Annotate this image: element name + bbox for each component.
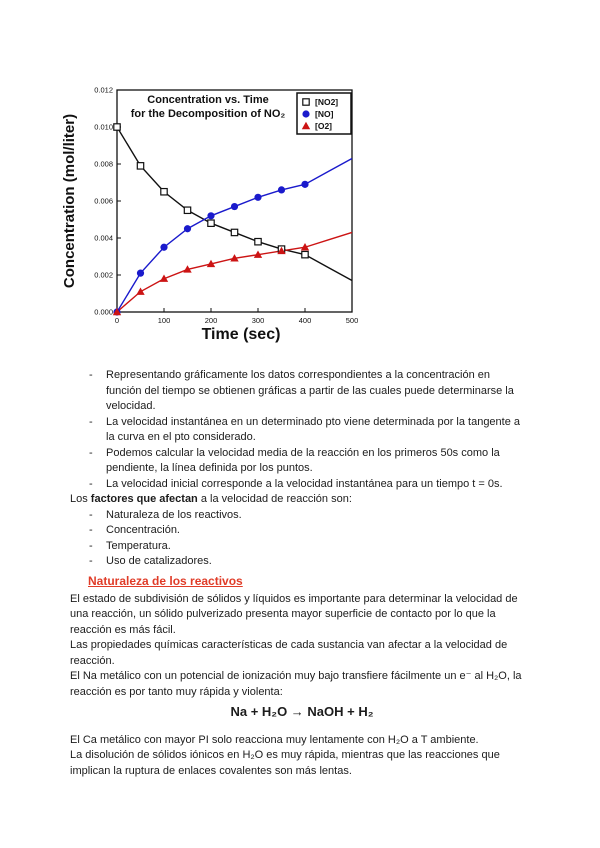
svg-text:0.006: 0.006 (94, 197, 113, 206)
paragraph: El Ca metálico con mayor PI solo reaccio… (70, 733, 534, 749)
list-item-text: Temperatura. (106, 539, 171, 552)
svg-text:[NO]: [NO] (315, 109, 334, 119)
chemical-equation: Na + H₂O → NaOH + H₂ (230, 704, 374, 719)
paragraph-text: El Na metálico con un potencial de ioniz… (70, 670, 522, 698)
list-item-text: Concentración. (106, 524, 180, 536)
chart-svg: 0 100 200 300 400 500 0.000 0.002 0.004 0.006 0.00… (61, 86, 359, 344)
paragraph: El Na metálico con un potencial de ioniz… (70, 669, 534, 700)
paragraph-text: Las propiedades químicas características… (70, 639, 508, 667)
section-heading: Naturaleza de los reactivos (88, 573, 243, 588)
list-item-text: Naturaleza de los reactivos. (106, 508, 242, 521)
svg-text:Concentration vs. Time: Concentration vs. Time (147, 94, 268, 106)
svg-text:Time (sec): Time (sec) (202, 326, 281, 343)
svg-text:400: 400 (299, 316, 312, 325)
svg-text:0.000: 0.000 (94, 308, 113, 317)
svg-text:0: 0 (115, 316, 119, 325)
svg-text:Concentration (mol/liter): Concentration (mol/liter) (61, 114, 78, 288)
list-item: Concentración. (70, 523, 534, 539)
observations-list: Representando gráficamente los datos cor… (70, 368, 534, 492)
list-item: La velocidad instantánea en un determina… (70, 415, 534, 446)
list-item: Uso de catalizadores. (70, 554, 534, 570)
paragraph-text: La disolución de sólidos iónicos en H₂O … (70, 749, 500, 777)
list-item: Podemos calcular la velocidad media de l… (70, 446, 534, 477)
section-heading-row: Naturaleza de los reactivos (70, 570, 534, 592)
intro-bold: factores que afectan (90, 493, 198, 505)
svg-text:500: 500 (346, 316, 359, 325)
list-item-text: La velocidad instantánea en un determina… (106, 415, 521, 444)
paragraph: El estado de subdivisión de sólidos y lí… (70, 592, 534, 639)
svg-text:[O2]: [O2] (315, 121, 332, 131)
factors-list: Naturaleza de los reactivos. Concentració… (70, 508, 534, 570)
paragraphs-before-equation: El estado de subdivisión de sólidos y lí… (70, 592, 534, 701)
list-item-text: Podemos calcular la velocidad media de l… (106, 446, 500, 475)
paragraph: Las propiedades químicas características… (70, 638, 534, 669)
concentration-time-chart: 0 100 200 300 400 500 0.000 0.002 0.004 0.006 0.00… (56, 80, 360, 356)
svg-text:200: 200 (205, 316, 218, 325)
intro-prefix: Los (70, 493, 91, 505)
document-body: Representando gráficamente los datos cor… (70, 368, 534, 779)
paragraph-text: El Ca metálico con mayor PI solo reaccio… (70, 733, 479, 746)
factors-intro: Los factores que afectan a la velocidad … (70, 492, 534, 508)
list-item-text: Representando gráficamente los datos cor… (106, 369, 514, 412)
list-item-text: Uso de catalizadores. (106, 555, 212, 567)
list-item-text: La velocidad inicial corresponde a la ve… (106, 477, 503, 490)
svg-text:0.010: 0.010 (94, 123, 113, 132)
svg-text:300: 300 (252, 316, 265, 325)
svg-text:for the Decomposition of NO₂: for the Decomposition of NO₂ (131, 108, 286, 120)
svg-text:0.004: 0.004 (94, 234, 113, 243)
list-item: Temperatura. (70, 539, 534, 555)
svg-text:0.008: 0.008 (94, 160, 113, 169)
list-item: La velocidad inicial corresponde a la ve… (70, 477, 534, 493)
svg-text:0.012: 0.012 (94, 86, 113, 95)
paragraph: La disolución de sólidos iónicos en H₂O … (70, 748, 534, 779)
svg-text:100: 100 (158, 316, 171, 325)
svg-text:[NO2]: [NO2] (315, 97, 338, 107)
paragraph-text: El estado de subdivisión de sólidos y lí… (70, 592, 518, 636)
intro-suffix: a la velocidad de reacción son: (197, 493, 352, 505)
paragraphs-after-equation: El Ca metálico con mayor PI solo reaccio… (70, 733, 534, 780)
svg-text:0.002: 0.002 (94, 271, 113, 280)
list-item: Representando gráficamente los datos cor… (70, 368, 534, 415)
list-item: Naturaleza de los reactivos. (70, 508, 534, 524)
